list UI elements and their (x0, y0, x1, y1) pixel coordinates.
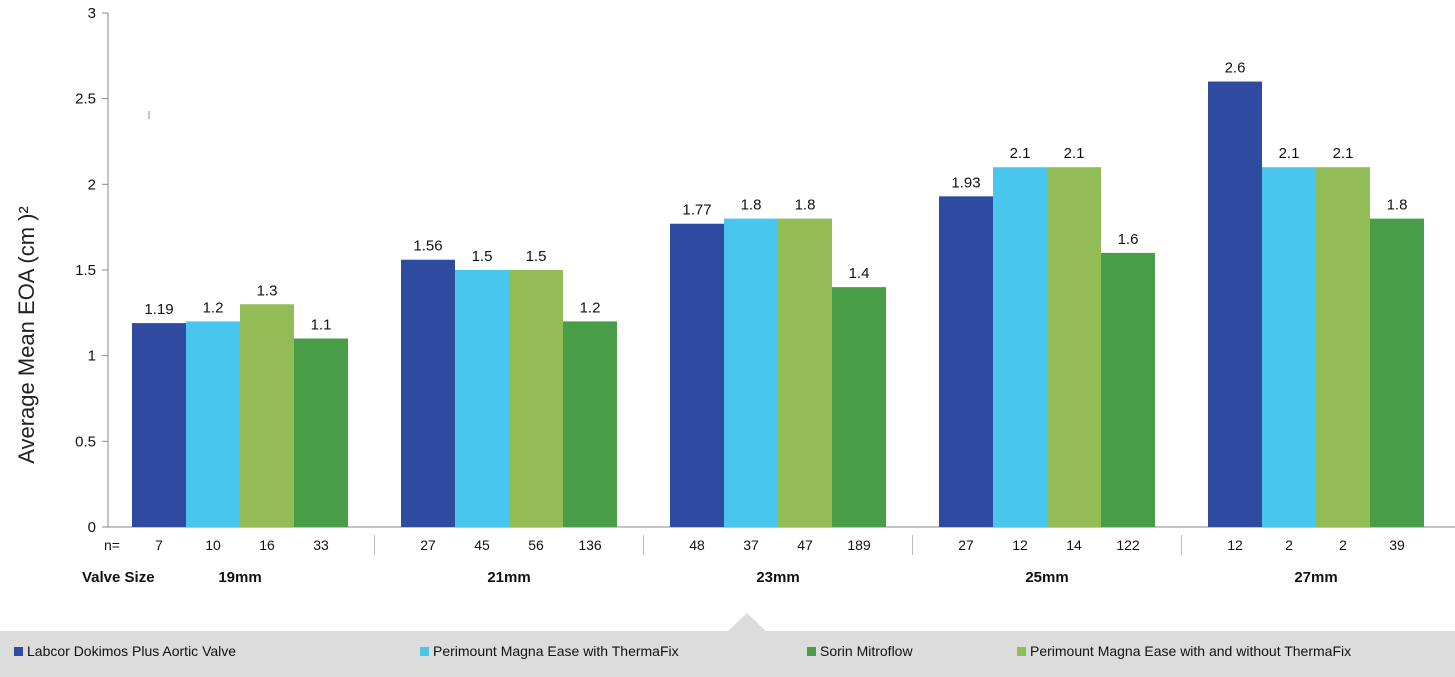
bar-value-label: 1.8 (1387, 197, 1408, 214)
y-tick-label: 3 (88, 5, 96, 22)
n-count-label: 33 (313, 537, 329, 553)
bar (509, 270, 563, 527)
bar (1262, 167, 1316, 527)
n-count-label: 10 (205, 537, 221, 553)
bar (1370, 218, 1424, 527)
bar-value-label: 2.1 (1064, 145, 1085, 162)
legend-swatch (420, 647, 429, 656)
y-tick-label: 0.5 (75, 433, 96, 450)
bar (832, 287, 886, 527)
bar-value-label: 2.1 (1279, 145, 1300, 162)
bar (563, 321, 617, 527)
legend-item: Perimount Magna Ease with ThermaFix (420, 643, 679, 659)
bar-value-label: 1.8 (795, 197, 816, 214)
bar (401, 259, 455, 527)
bar-value-label: 1.2 (203, 299, 224, 316)
n-count-label: 27 (958, 537, 974, 553)
y-axis-label: Average Mean EOA (cm )² (14, 206, 39, 464)
bar-value-label: 1.1 (311, 317, 332, 334)
n-count-label: 12 (1227, 537, 1243, 553)
n-count-label: 2 (1285, 537, 1293, 553)
n-prefix: n= (104, 537, 120, 553)
bar (1047, 167, 1101, 527)
bar-value-label: 1.56 (413, 238, 442, 255)
bar (132, 323, 186, 527)
legend-item: Perimount Magna Ease with and without Th… (1017, 643, 1351, 659)
n-count-label: 47 (797, 537, 813, 553)
category-label: 21mm (487, 569, 530, 586)
legend-pointer (727, 613, 767, 632)
y-tick-label: 1.5 (75, 262, 96, 279)
bar-value-label: 1.6 (1118, 231, 1139, 248)
bar-value-label: 1.93 (951, 174, 980, 191)
y-tick-label: 2.5 (75, 91, 96, 108)
n-count-label: 2 (1339, 537, 1347, 553)
bar (778, 218, 832, 527)
n-count-label: 136 (578, 537, 602, 553)
n-count-label: 16 (259, 537, 275, 553)
legend-swatch (14, 647, 23, 656)
bar-chart: Average Mean EOA (cm )² 0 0.5 1 1.5 2 2.5 3 1.… (14, 5, 1455, 586)
bar-value-label: 1.3 (257, 282, 278, 299)
n-count-label: 56 (528, 537, 544, 553)
bar (455, 270, 509, 527)
bar-value-label: 1.4 (849, 265, 870, 282)
bar-value-label: 1.5 (472, 248, 493, 265)
legend-label: Labcor Dokimos Plus Aortic Valve (27, 643, 237, 659)
bar (240, 304, 294, 527)
bar-value-label: 2.1 (1010, 145, 1031, 162)
legend-swatch (1017, 647, 1026, 656)
n-count-label: 37 (743, 537, 759, 553)
bar (670, 223, 724, 528)
valve-size-label: Valve Size (82, 569, 155, 586)
legend-label: Perimount Magna Ease with and without Th… (1030, 643, 1352, 659)
legend-item: Labcor Dokimos Plus Aortic Valve (14, 643, 236, 659)
legend-label: Perimount Magna Ease with ThermaFix (433, 643, 679, 659)
category-label: 27mm (1294, 569, 1337, 586)
n-count-label: 48 (689, 537, 705, 553)
n-count-label: 7 (155, 537, 163, 553)
legend-item: Sorin Mitroflow (807, 643, 913, 659)
y-tick-label: 1 (88, 348, 96, 365)
bar (1316, 167, 1370, 527)
bar-value-label: 2.1 (1333, 145, 1354, 162)
legend: Labcor Dokimos Plus Aortic Valve Perimoun… (0, 613, 1455, 677)
bar-value-label: 2.6 (1225, 60, 1246, 77)
n-count-label: 27 (420, 537, 436, 553)
bar-value-label: 1.2 (580, 299, 601, 316)
y-tick-label: 2 (88, 176, 96, 193)
category-label: 25mm (1025, 569, 1068, 586)
n-count-label: 122 (1116, 537, 1140, 553)
bar (939, 196, 993, 527)
n-count-label: 14 (1066, 537, 1082, 553)
category-label: 19mm (218, 569, 261, 586)
y-tick-label: 0 (88, 519, 96, 536)
n-count-label: 12 (1012, 537, 1028, 553)
legend-label: Sorin Mitroflow (820, 643, 913, 659)
legend-swatch (807, 647, 816, 656)
bar-value-label: 1.77 (682, 202, 711, 219)
bar (186, 321, 240, 527)
bar (724, 218, 778, 527)
n-count-label: 39 (1389, 537, 1405, 553)
bar-value-label: 1.5 (526, 248, 547, 265)
bar-value-label: 1.19 (144, 301, 173, 318)
bar (1208, 81, 1262, 528)
bar-value-label: 1.8 (741, 197, 762, 214)
n-count-label: 189 (847, 537, 871, 553)
n-count-label: 45 (474, 537, 490, 553)
bar (1101, 252, 1155, 527)
bar (294, 338, 348, 527)
category-label: 23mm (756, 569, 799, 586)
bar (993, 167, 1047, 527)
